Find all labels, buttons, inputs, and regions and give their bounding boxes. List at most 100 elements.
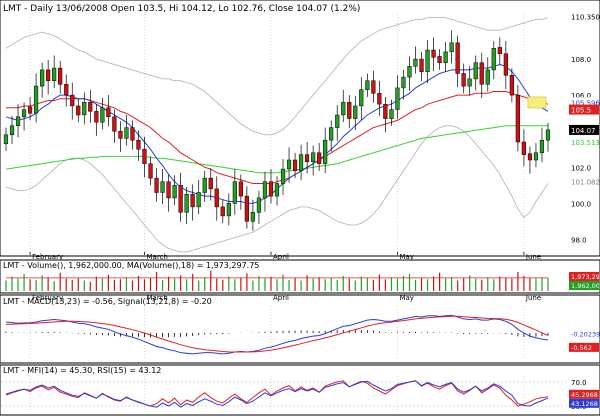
candle-body [401, 76, 406, 89]
price-gridlines [29, 14, 525, 252]
candle-body [130, 127, 135, 141]
candle-body [389, 109, 394, 119]
candle-body [479, 62, 484, 85]
candle-body [461, 73, 466, 87]
candle-body [317, 152, 322, 164]
candle-body [196, 192, 201, 208]
rsi-line [5, 380, 549, 408]
macd-panel: LMT - MACD(13,23) = -0.56, Signal(13,21,… [0, 294, 600, 364]
band-low-marker: 101.082 [571, 179, 600, 187]
candle-body [431, 49, 436, 58]
macd-lines [5, 314, 549, 355]
bollinger-lower-line [5, 125, 549, 253]
candle-body [46, 69, 51, 81]
last-price-marker-bg [569, 124, 599, 135]
band-low-marker-bg [569, 176, 599, 187]
candle-body [226, 203, 231, 217]
volume-bars [5, 270, 549, 291]
candle-body [232, 181, 237, 204]
macd-month-axis: February March April May June [32, 294, 541, 302]
candle-body [359, 89, 364, 107]
candle-body [15, 116, 21, 127]
mfi-rsi-panel: LMT - MFI(14) = 45.30, RSI(15) = 43.12 7… [0, 364, 600, 416]
candle-body [533, 152, 539, 161]
candle-body [202, 177, 207, 193]
price-tick-label: 102.0 [571, 164, 591, 172]
candle-body [329, 127, 334, 141]
candle-body [256, 197, 262, 213]
candle-body [395, 87, 400, 110]
candle-body [274, 183, 280, 197]
candle-body [413, 58, 418, 67]
volume-label: LMT - Volume(), 1,962,000.00, MA(Volume(… [3, 261, 259, 270]
candle-body [21, 109, 27, 118]
price-panel-frame [0, 0, 600, 257]
mfi-marker-bg [569, 389, 599, 399]
rsi-marker: 43.1268 [571, 400, 598, 408]
ma-slow-marker-bg [569, 137, 599, 148]
candle-body [443, 51, 448, 63]
volume-last-marker: 1,962,000 [571, 282, 600, 290]
candle-body [64, 84, 69, 96]
candle-body [407, 66, 412, 78]
candle-body [371, 80, 376, 94]
macd-signal-marker: -0.20239 [571, 330, 600, 338]
candle-body [509, 75, 514, 96]
candle-body [455, 42, 460, 74]
candle-body [311, 152, 316, 163]
macd-month-label: March [147, 294, 168, 302]
candle-body [178, 185, 183, 213]
price-tick-label: 100.0 [571, 200, 591, 208]
macd-month-label: June [525, 294, 541, 302]
candle-body [100, 107, 105, 123]
candle-body [473, 62, 478, 80]
candle-body [521, 141, 526, 155]
candle-body [497, 47, 502, 54]
candle-body [58, 67, 63, 85]
candle-body [335, 114, 340, 128]
candle-body [268, 181, 274, 197]
candle-body [214, 188, 219, 208]
ma-mid-marker: 105.5 [571, 107, 591, 115]
candle-body [40, 69, 45, 87]
candle-body [52, 67, 57, 81]
candle-body [449, 42, 454, 53]
month-label: March [147, 253, 168, 261]
candle-body [166, 181, 171, 199]
month-label: February [32, 253, 63, 261]
volume-ma-marker-bg [569, 272, 599, 281]
candle-body [9, 125, 15, 136]
candle-body [437, 56, 442, 63]
ma-slow-line [5, 125, 548, 174]
candle-body [124, 127, 129, 139]
candle-body [467, 78, 472, 87]
mfi-rsi-lines [5, 380, 549, 408]
macd-panel-frame [0, 294, 600, 364]
candle-body [70, 94, 75, 107]
candle-body [347, 102, 352, 119]
mfi-rsi-panel-frame [0, 364, 600, 416]
macd-markers: -0.20239 -0.562 [569, 329, 600, 352]
candle-body [503, 53, 508, 76]
candle-body [545, 129, 551, 141]
candle-body [425, 49, 430, 72]
candle-body [341, 102, 346, 116]
candle-body [154, 177, 159, 193]
candle-body [365, 80, 370, 90]
macd-month-label: April [273, 294, 289, 302]
candle-body [515, 94, 520, 143]
candle-body [527, 153, 533, 161]
mfi-rsi-gridlines [1, 376, 566, 412]
macd-value-marker-bg [569, 342, 599, 352]
candle-body [250, 212, 255, 222]
macd-value-marker: -0.562 [571, 344, 592, 352]
month-label: April [273, 253, 289, 261]
candle-body [539, 139, 545, 154]
candle-body [262, 181, 268, 199]
candle-body [3, 134, 9, 145]
candle-body [292, 159, 298, 172]
candle-body [244, 195, 249, 222]
mfi-marker: 45.2968 [571, 391, 598, 399]
